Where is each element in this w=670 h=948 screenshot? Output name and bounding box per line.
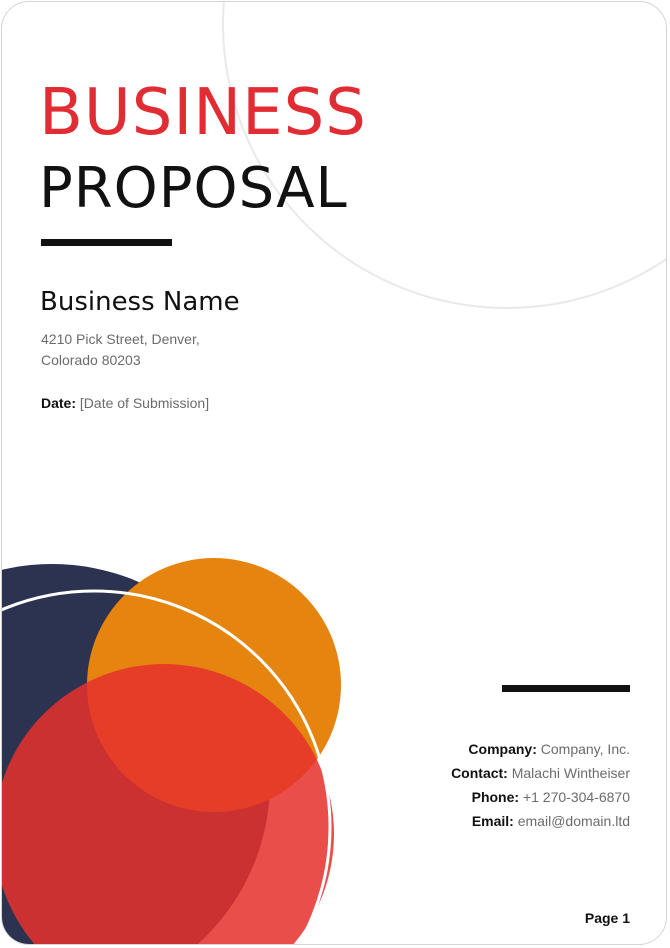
phone-label: Phone: xyxy=(471,789,520,805)
company-value: Company, Inc. xyxy=(540,741,630,757)
email-label: Email: xyxy=(471,813,514,829)
address-line-1: 4210 Pick Street, Denver, xyxy=(41,331,200,347)
navy-circle xyxy=(2,564,270,944)
business-name: Business Name xyxy=(40,287,240,317)
page-number: Page 1 xyxy=(584,910,630,926)
address-line-2: Colorado 80203 xyxy=(41,352,141,368)
title-proposal: PROPOSAL xyxy=(39,156,348,221)
orange-circle xyxy=(87,558,341,812)
company-row: Company: Company, Inc. xyxy=(451,737,630,761)
submission-date: Date: [Date of Submission] xyxy=(41,393,209,413)
contact-divider xyxy=(502,685,630,692)
title-business: BUSINESS xyxy=(39,76,367,150)
contact-block: Company: Company, Inc. Contact: Malachi … xyxy=(451,737,630,833)
phone-value: +1 270-304-6870 xyxy=(522,789,630,805)
top-right-outline-circle xyxy=(222,2,666,309)
title-underline xyxy=(41,239,172,246)
company-label: Company: xyxy=(468,741,537,757)
date-label: Date: xyxy=(41,395,77,411)
contact-value: Malachi Wintheiser xyxy=(511,765,630,781)
red-circle xyxy=(2,664,334,944)
email-row: Email: email@domain.ltd xyxy=(451,809,630,833)
phone-row: Phone: +1 270-304-6870 xyxy=(451,785,630,809)
white-outline-circle xyxy=(2,589,332,944)
contact-label: Contact: xyxy=(451,765,508,781)
email-value: email@domain.ltd xyxy=(517,813,630,829)
contact-row: Contact: Malachi Wintheiser xyxy=(451,761,630,785)
business-address: 4210 Pick Street, Denver, Colorado 80203 xyxy=(41,329,200,371)
date-value: [Date of Submission] xyxy=(79,395,210,411)
